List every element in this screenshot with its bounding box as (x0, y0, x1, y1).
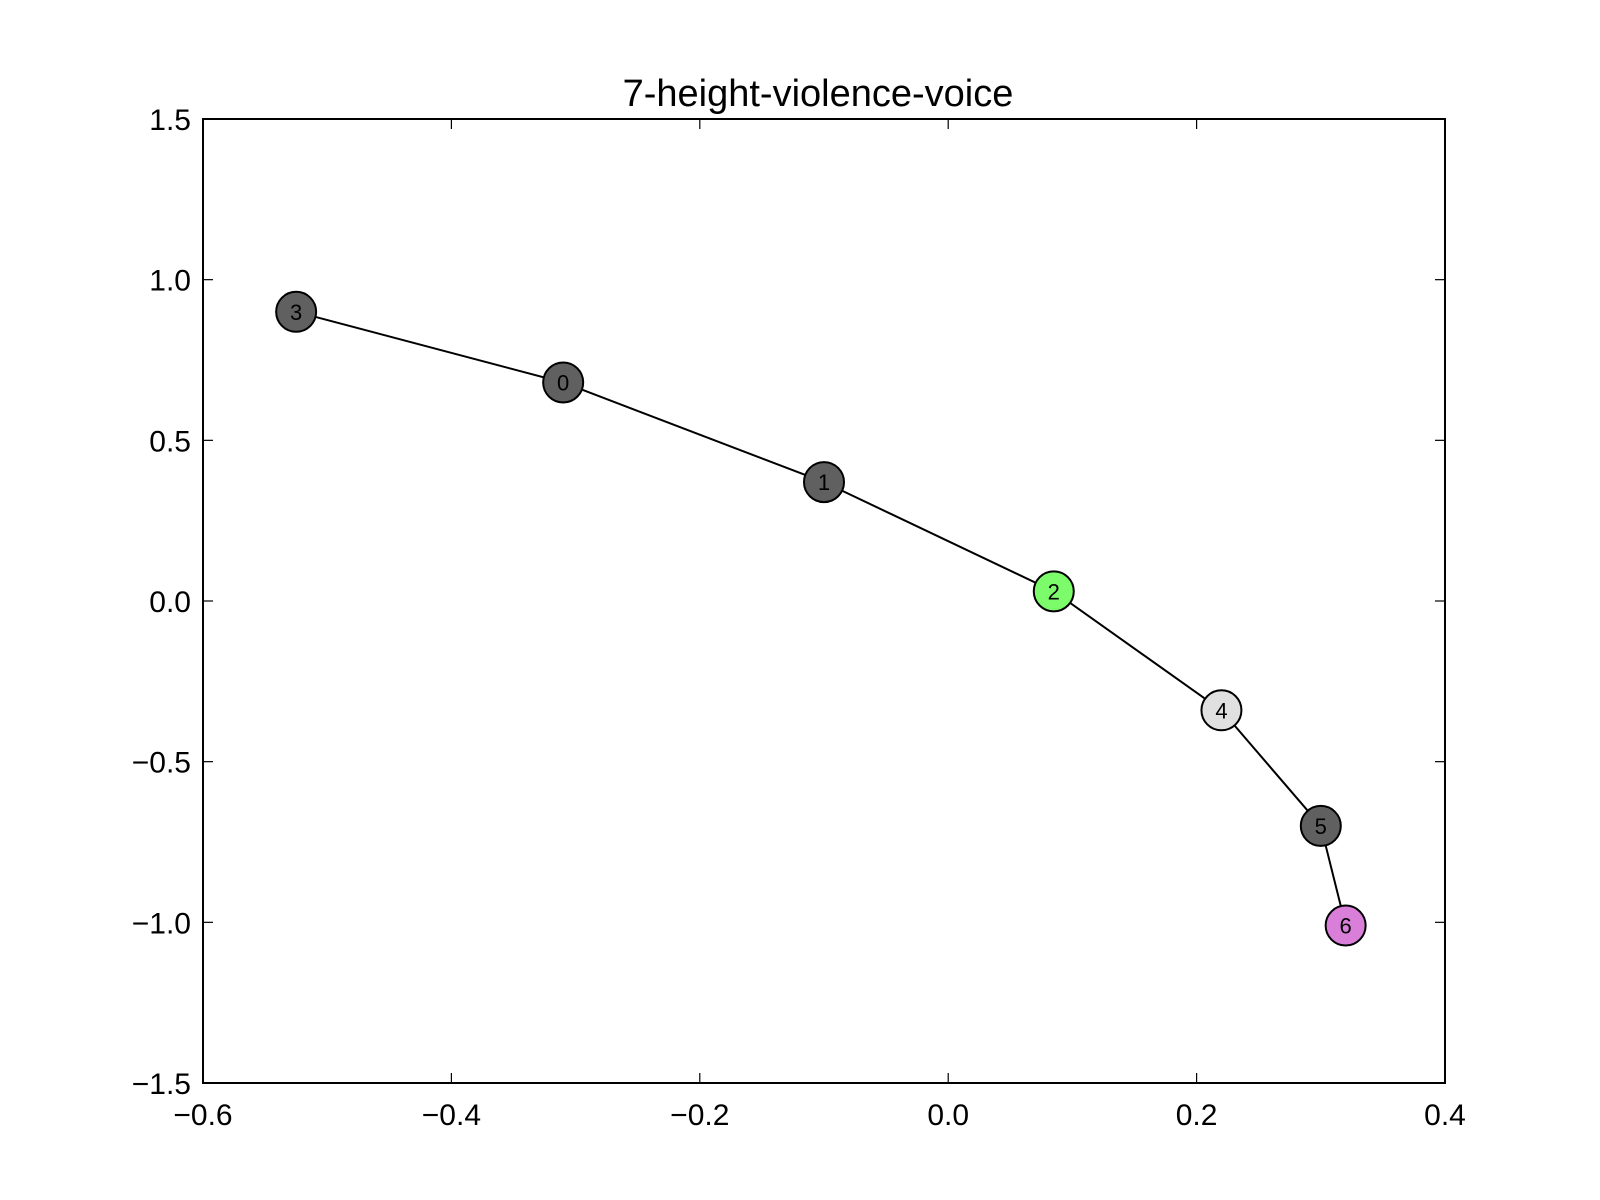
edge-4-5 (1220, 709, 1322, 827)
y-tick-label: 0.5 (149, 425, 191, 458)
chart-title: 7-height-violence-voice (623, 73, 1014, 115)
y-axis: −1.5 −1.0 −0.5 0.0 0.5 1.0 1.5 (132, 104, 1445, 1101)
x-tick-label: −0.2 (670, 1099, 729, 1132)
x-tick-label: 0.4 (1424, 1099, 1466, 1132)
node-circle (542, 361, 585, 404)
x-tick-label: 0.0 (927, 1099, 969, 1132)
edges-layer (295, 310, 1347, 926)
node-label: 3 (290, 300, 302, 325)
node-6: 6 (1324, 904, 1367, 947)
node-label: 4 (1215, 698, 1227, 723)
node-circle (1299, 804, 1342, 847)
y-tick-label: −0.5 (132, 747, 191, 780)
node-label: 0 (557, 370, 569, 395)
x-tick-label: −0.4 (422, 1099, 481, 1132)
y-tick-label: 0.0 (149, 586, 191, 619)
edge-2-4 (1053, 590, 1223, 712)
y-tick-label: −1.0 (132, 907, 191, 940)
node-label: 5 (1315, 814, 1327, 839)
node-circle (803, 461, 845, 504)
node-circle (1032, 570, 1075, 613)
node-0: 0 (542, 361, 585, 404)
node-circle (1324, 904, 1367, 947)
edge-1-2 (823, 481, 1055, 593)
node-4: 4 (1200, 689, 1243, 732)
node-5: 5 (1299, 804, 1342, 847)
y-tick-label: 1.5 (149, 104, 191, 137)
node-1: 1 (803, 461, 845, 504)
node-3: 3 (275, 290, 318, 333)
x-tick-label: −0.6 (173, 1099, 232, 1132)
edge-3-0 (295, 310, 564, 384)
node-2: 2 (1032, 570, 1075, 613)
node-circle (275, 290, 318, 333)
y-tick-label: −1.5 (132, 1068, 191, 1101)
plot-area-frame (202, 118, 1446, 1084)
node-label: 6 (1340, 914, 1352, 939)
y-tick-label: 1.0 (149, 265, 191, 298)
node-label: 2 (1048, 579, 1060, 604)
node-label: 1 (818, 470, 830, 495)
edge-0-1 (562, 381, 825, 484)
x-tick-label: 0.2 (1176, 1099, 1218, 1132)
x-axis: −0.6 −0.4 −0.2 0.0 0.2 0.4 (173, 119, 1466, 1132)
nodes-layer: 0 1 2 3 4 5 6 (275, 290, 1367, 947)
node-circle (1200, 689, 1243, 732)
